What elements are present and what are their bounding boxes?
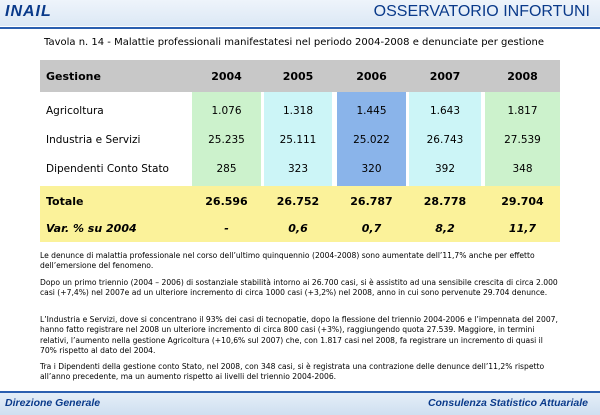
row-label: Industria e Servizi (46, 133, 141, 146)
header-divider (0, 27, 600, 29)
paragraph: Le denunce di malattia professionale nel… (40, 251, 535, 271)
header-year: 2007 (429, 69, 461, 83)
variation-value: 0,7 (361, 221, 382, 235)
variation-value: 0,6 (288, 221, 308, 235)
row-value: 1.643 (429, 104, 461, 117)
paragraph: L’Industria e Servizi, dove si concentra… (40, 315, 558, 355)
total-value: 26.752 (276, 194, 320, 208)
row-value: 1.817 (507, 104, 538, 117)
row-value: 25.111 (279, 133, 317, 146)
header-year: 2006 (356, 69, 387, 83)
row-label: Dipendenti Conto Stato (46, 162, 169, 175)
row-value: 26.743 (426, 133, 464, 146)
row-value: 392 (434, 162, 456, 175)
header-year: 2005 (282, 69, 314, 83)
footer-right-text: Consulenza Statistico Attuariale (427, 397, 588, 409)
total-value: 26.787 (350, 194, 393, 208)
inail-logo: INAIL (5, 3, 52, 20)
table-row: Industria e Servizi 25.235 25.111 25.022… (40, 127, 560, 152)
header-year: 2008 (507, 69, 538, 83)
footer-left-text: Direzione Generale (5, 397, 101, 409)
paragraph: Dopo un primo triennio (2004 – 2006) di … (40, 278, 558, 298)
row-value: 27.539 (504, 133, 541, 146)
table-title: Tavola n. 14 - Malattie professionali ma… (44, 37, 544, 48)
total-row: Totale 26.596 26.752 26.787 28.778 29.70… (40, 188, 560, 214)
variation-value: 11,7 (508, 221, 537, 235)
total-label: Totale (46, 194, 84, 208)
row-value: 1.318 (282, 104, 314, 117)
row-value: 285 (216, 162, 237, 175)
variation-value: - (224, 221, 229, 235)
row-value: 25.022 (353, 133, 390, 146)
footer-divider (0, 391, 600, 393)
row-value: 1.445 (356, 104, 387, 117)
paragraph: Tra i Dipendenti della gestione conto St… (40, 362, 545, 382)
row-value: 323 (287, 162, 309, 175)
row-label: Agricoltura (46, 104, 104, 117)
footer-bar: Direzione Generale Consulenza Statistico… (0, 393, 600, 415)
row-value: 348 (512, 162, 533, 175)
variation-value: 8,2 (435, 221, 455, 235)
variation-label: Var. % su 2004 (46, 221, 137, 235)
header-title: OSSERVATORIO INFORTUNI (373, 3, 590, 20)
total-value: 29.704 (501, 194, 544, 208)
table-row: Dipendenti Conto Stato 285 323 320 392 3… (40, 156, 560, 181)
total-band (40, 186, 560, 242)
variation-row: Var. % su 2004 - 0,6 0,7 8,2 11,7 (40, 216, 560, 240)
table-row: Agricoltura 1.076 1.318 1.445 1.643 1.81… (40, 98, 560, 123)
row-value: 25.235 (208, 133, 245, 146)
total-value: 28.778 (423, 194, 467, 208)
header-gestione: Gestione (46, 69, 101, 83)
total-value: 26.596 (205, 194, 248, 208)
row-value: 1.076 (211, 104, 242, 117)
header-year: 2004 (211, 69, 242, 83)
header-bar: INAIL OSSERVATORIO INFORTUNI (0, 0, 600, 26)
row-value: 320 (361, 162, 382, 175)
table-header-row: Gestione 2004 2005 2006 2007 2008 (40, 60, 560, 92)
